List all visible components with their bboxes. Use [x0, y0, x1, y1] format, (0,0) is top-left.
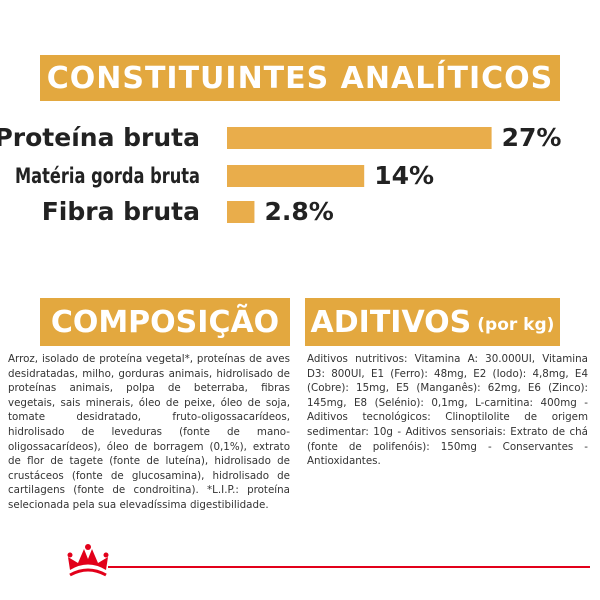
logo: [67, 544, 590, 577]
value-label: 2.8%: [264, 197, 333, 226]
category-label: Proteína bruta: [0, 123, 200, 152]
composition-text: Arroz, isolado de proteína vegetal*, pro…: [8, 353, 290, 511]
value-label: 14%: [374, 161, 434, 190]
bar: [227, 165, 365, 187]
header-title: CONSTITUINTES ANALÍTICOS: [40, 55, 560, 101]
additives-text: Aditivos nutritivos: Vitamina A: 30.000U…: [307, 353, 588, 468]
category-label: Matéria gorda bruta: [15, 164, 200, 188]
chart: Proteína bruta 27% Matéria gorda bruta 14% F…: [0, 123, 562, 226]
bar: [227, 201, 255, 223]
additives-subtitle: (por kg): [477, 315, 555, 335]
additives-title: ADITIVOS: [310, 304, 472, 340]
bar: [227, 127, 492, 149]
composition-title: COMPOSIÇÃO: [40, 298, 290, 346]
additives-header: ADITIVOS (por kg): [305, 298, 560, 346]
value-label: 27%: [502, 123, 562, 152]
category-label: Fibra bruta: [42, 197, 200, 226]
